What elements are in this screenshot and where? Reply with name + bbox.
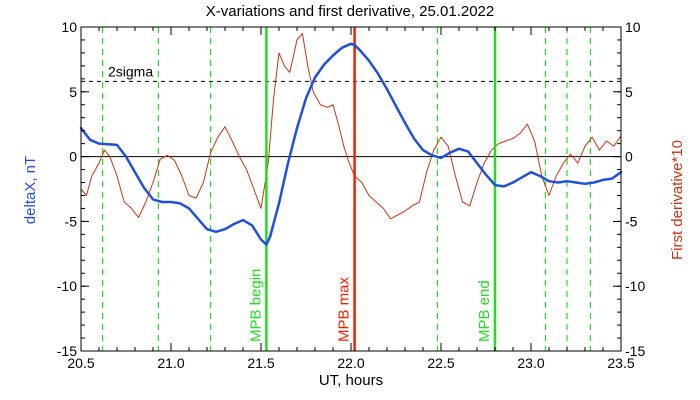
y-tick-label-left-1: -15 — [57, 343, 77, 359]
mpb-max-label: MPB max — [336, 276, 353, 342]
x-tick-label-5: 22.5 — [427, 355, 454, 371]
y-tick-label-right-4: 0 — [625, 149, 633, 165]
y-tick-label-left-4: 0 — [69, 149, 77, 165]
x-tick-label-7: 23.5 — [607, 355, 634, 371]
y-tick-label-right-6: 10 — [625, 19, 641, 35]
y-axis-title-right: First derivative*10 — [669, 140, 686, 260]
x-tick-label-4: 22.0 — [337, 355, 364, 371]
y-tick-label-left-6: 10 — [61, 19, 77, 35]
y-tick-label-right-2: -10 — [625, 278, 645, 294]
y-tick-label-left-2: -10 — [57, 278, 77, 294]
plot-layer: 2sigma MPB begin MPB max MPB end 20.5 21.0 21.… — [57, 19, 646, 371]
x-tick-label-2: 21.0 — [157, 355, 184, 371]
y-tick-label-right-3: -5 — [625, 213, 638, 229]
x-axis-title: UT, hours — [319, 372, 383, 389]
series-derivative-line — [80, 33, 622, 220]
mpb-begin-label: MPB begin — [247, 269, 264, 342]
series-deltax-line — [79, 42, 623, 246]
y-tick-label-left-3: -5 — [65, 213, 78, 229]
y-tick-label-left-5: 5 — [69, 84, 77, 100]
x-tick-label-1: 20.5 — [67, 355, 94, 371]
chart-title: X-variations and first derivative, 25.01… — [206, 3, 495, 20]
sigma-label: 2sigma — [108, 63, 153, 79]
y-tick-label-right-5: 5 — [625, 84, 633, 100]
x-tick-label-3: 21.5 — [247, 355, 274, 371]
y-tick-label-right-1: -15 — [625, 343, 645, 359]
mpb-end-label: MPB end — [476, 280, 493, 342]
x-tick-label-6: 23.0 — [517, 355, 544, 371]
y-axis-title-left: deltaX, nT — [22, 156, 39, 224]
